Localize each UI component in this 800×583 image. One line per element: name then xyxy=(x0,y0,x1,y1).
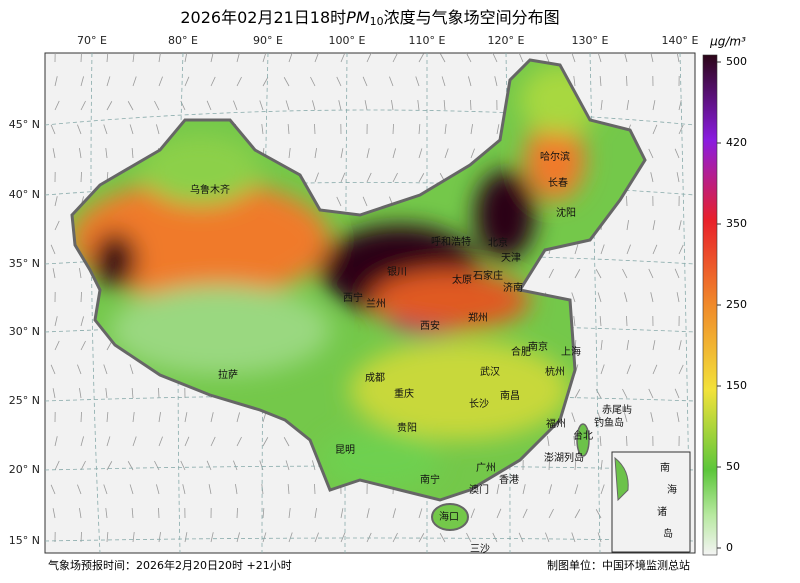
city-label: 上海 xyxy=(561,345,581,358)
wind-barb xyxy=(81,412,82,422)
city-label: 三沙 xyxy=(470,543,490,555)
lat-label: 15° N xyxy=(9,534,40,547)
wind-barb xyxy=(393,124,394,134)
wind-barb xyxy=(158,388,159,398)
city-label: 银川 xyxy=(387,265,407,278)
inset-label: 诸 xyxy=(657,506,667,518)
wind-barb xyxy=(470,100,471,110)
city-label: 澳门 xyxy=(469,483,489,496)
colorbar-tick-label: 350 xyxy=(726,217,747,230)
lon-label: 70° E xyxy=(77,34,107,47)
colorbar-tick-label: 50 xyxy=(726,460,740,473)
city-label: 广州 xyxy=(476,462,496,474)
wind-barb xyxy=(314,124,315,134)
colorbar-tick-label: 420 xyxy=(726,136,747,149)
wind-barb xyxy=(626,196,627,206)
lat-label: 20° N xyxy=(9,463,40,476)
colorbar-tick-label: 0 xyxy=(726,541,733,554)
title: 2026年02月21日18时PM10浓度与气象场空间分布图 xyxy=(180,8,559,29)
city-label: 长沙 xyxy=(469,398,489,410)
lon-label: 80° E xyxy=(168,34,198,47)
title-subscript: 10 xyxy=(370,15,384,28)
lon-label: 90° E xyxy=(253,34,283,47)
city-label: 哈尔滨 xyxy=(540,150,570,163)
city-label: 拉萨 xyxy=(218,368,238,381)
wind-barb xyxy=(81,52,82,62)
colorbar xyxy=(703,55,717,555)
city-label: 武汉 xyxy=(480,365,500,378)
city-label: 澎湖列岛 xyxy=(544,451,584,464)
city-label: 福州 xyxy=(546,417,566,430)
lat-label: 40° N xyxy=(9,188,40,201)
city-label: 南宁 xyxy=(420,473,440,486)
city-label: 呼和浩特 xyxy=(431,236,471,248)
city-label: 钓鱼岛 xyxy=(594,416,624,429)
lon-label: 120° E xyxy=(488,34,525,47)
city-label: 郑州 xyxy=(468,311,488,324)
lon-label: 100° E xyxy=(329,34,366,47)
city-label: 海口 xyxy=(439,510,459,523)
city-label: 南京 xyxy=(528,340,548,353)
colorbar-tick-label: 250 xyxy=(726,298,747,311)
city-label: 西宁 xyxy=(343,291,363,304)
lat-label: 30° N xyxy=(9,325,40,338)
city-label: 兰州 xyxy=(366,297,386,310)
wind-barb xyxy=(626,76,627,86)
title-suffix: 浓度与气象场空间分布图 xyxy=(384,8,560,27)
inset-label: 南 xyxy=(660,461,670,474)
colorbar-tick-label: 150 xyxy=(726,379,747,392)
wind-barb xyxy=(158,508,159,518)
city-label: 杭州 xyxy=(545,365,565,378)
wind-barb xyxy=(237,508,238,518)
wind-barb xyxy=(626,316,627,326)
city-label: 天津 xyxy=(501,252,521,264)
colorbar-tick-label: 500 xyxy=(726,55,747,68)
footer-right: 制图单位：中国环境监测总站 xyxy=(547,558,690,572)
city-label: 香港 xyxy=(499,474,519,486)
inset-label: 岛 xyxy=(663,527,673,540)
lat-label: 35° N xyxy=(9,257,40,270)
city-label: 沈阳 xyxy=(556,206,576,219)
city-label: 台北 xyxy=(573,429,593,442)
wind-barb xyxy=(314,484,315,494)
city-label: 南昌 xyxy=(500,389,520,402)
city-label: 赤尾屿 xyxy=(602,404,632,416)
title-prefix: 2026年02月21日18时 xyxy=(180,8,346,27)
city-label: 贵阳 xyxy=(397,421,417,434)
lon-label: 130° E xyxy=(572,34,609,47)
wind-barb xyxy=(81,172,82,182)
city-label: 石家庄 xyxy=(473,269,503,282)
footer-left: 气象场预报时间：2026年2月20日20时 +21小时 xyxy=(48,558,292,572)
city-label: 长春 xyxy=(548,177,568,189)
city-label: 西安 xyxy=(420,319,440,332)
city-label: 北京 xyxy=(488,236,508,249)
colorbar-unit: μg/m³ xyxy=(709,35,746,49)
city-label: 昆明 xyxy=(335,444,355,456)
lat-label: 45° N xyxy=(9,118,40,131)
wind-barb xyxy=(81,292,82,302)
city-label: 济南 xyxy=(503,281,523,294)
wind-barb xyxy=(626,436,627,446)
title-symbol: PM xyxy=(346,8,370,27)
inset-label: 海 xyxy=(667,483,677,496)
city-label: 乌鲁木齐 xyxy=(190,183,230,196)
city-label: 太原 xyxy=(452,273,472,286)
lat-label: 25° N xyxy=(9,394,40,407)
lon-label: 110° E xyxy=(409,34,446,47)
lon-label: 140° E xyxy=(662,34,699,47)
city-label: 成都 xyxy=(365,372,385,384)
city-label: 重庆 xyxy=(394,387,414,400)
